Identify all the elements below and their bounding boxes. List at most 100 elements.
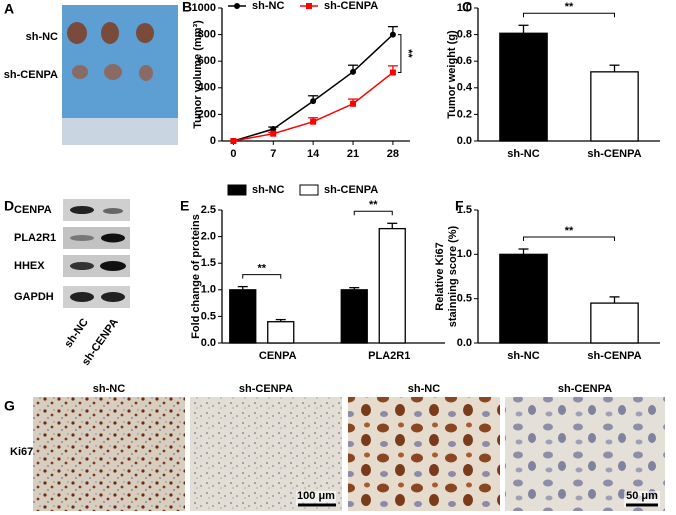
scale-label: 100 μm xyxy=(297,490,335,502)
y-tick-label: 0.0 xyxy=(201,337,216,349)
marker xyxy=(270,126,277,133)
significance-bracket xyxy=(397,34,402,74)
significance: ** xyxy=(257,263,266,275)
marker xyxy=(389,69,396,76)
panel-letter: D xyxy=(4,198,14,214)
scale-bg xyxy=(296,491,336,507)
x-tick-label: sh-NC xyxy=(507,148,539,160)
legend-label: sh-CENPA xyxy=(324,0,378,12)
marker xyxy=(350,68,357,75)
y-tick-label: 400 xyxy=(198,82,216,94)
bar xyxy=(590,71,639,142)
y-tick-label: 1.0 xyxy=(457,2,472,14)
protein-label: HHEX xyxy=(14,260,45,272)
marker xyxy=(389,31,396,38)
x-tick-label: 7 xyxy=(270,148,276,160)
y-tick-label: 2.0 xyxy=(201,231,216,243)
significance-bracket xyxy=(523,12,615,18)
y-tick-label: 0.8 xyxy=(457,29,472,41)
micrograph xyxy=(33,397,185,511)
significance-bracket xyxy=(242,274,282,279)
panel-letter: G xyxy=(4,398,15,414)
legend-label: sh-NC xyxy=(252,0,284,12)
marker xyxy=(310,118,317,125)
row-label: Ki67 xyxy=(10,446,33,458)
y-tick-label: 600 xyxy=(198,55,216,67)
y-axis-title: Fold change of proteins xyxy=(190,214,202,339)
legend-swatch xyxy=(299,184,319,196)
bar xyxy=(229,289,257,344)
y-tick-label: 1.0 xyxy=(457,248,472,260)
y-axis-title: stainning score (%) xyxy=(447,225,459,327)
panel-letter: F xyxy=(455,198,464,214)
protein-label: CENPA xyxy=(14,204,52,216)
y-tick-label: 0.5 xyxy=(201,310,216,322)
panel-letter: B xyxy=(182,0,192,15)
y-tick-label: 0.2 xyxy=(457,108,472,120)
legend-label: sh-NC xyxy=(252,184,284,196)
y-tick-label: 0.6 xyxy=(457,55,472,67)
significance-bracket xyxy=(353,210,393,216)
y-tick-label: 1.5 xyxy=(457,204,472,216)
y-tick-label: 0 xyxy=(210,135,216,147)
y-tick-label: 800 xyxy=(198,29,216,41)
x-tick-label: PLA2R1 xyxy=(368,350,410,362)
y-tick-label: 0.5 xyxy=(457,293,472,305)
x-tick-label: 28 xyxy=(387,148,399,160)
y-tick-label: 200 xyxy=(198,108,216,120)
x-tick-label: sh-CENPA xyxy=(587,148,641,160)
bar xyxy=(590,302,639,344)
bar xyxy=(499,32,548,142)
ruler xyxy=(62,118,178,145)
legend-swatch xyxy=(227,184,247,196)
y-tick-label: 0.0 xyxy=(457,337,472,349)
lane-label: sh-NC xyxy=(62,316,90,349)
x-tick-label: CENPA xyxy=(259,350,297,362)
y-tick-label: 1000 xyxy=(192,2,216,14)
column-label: sh-NC xyxy=(408,383,440,395)
legend-marker xyxy=(306,3,312,9)
x-tick-label: sh-CENPA xyxy=(587,350,641,362)
row-label: sh-NC xyxy=(26,31,58,43)
protein-label: GAPDH xyxy=(14,291,54,303)
y-axis-title: Tumor volume (mm³) xyxy=(192,20,204,129)
marker xyxy=(230,138,237,144)
series-line xyxy=(233,34,394,142)
panel-letter: E xyxy=(180,198,189,214)
column-label: sh-CENPA xyxy=(558,383,612,395)
x-tick-label: 14 xyxy=(307,148,320,160)
significance-bracket xyxy=(523,236,615,242)
bar xyxy=(340,289,368,344)
panel-letter: A xyxy=(4,1,14,17)
marker xyxy=(350,100,357,107)
scale-bg xyxy=(624,491,660,507)
y-tick-label: 0.0 xyxy=(457,135,472,147)
panel-letter: C xyxy=(462,0,472,15)
y-axis-title: Tumor weight (g) xyxy=(446,30,458,119)
y-tick-label: 0.4 xyxy=(457,82,473,94)
y-tick-label: 1.0 xyxy=(201,284,216,296)
y-tick-label: 2.5 xyxy=(201,204,216,216)
significance: ** xyxy=(565,225,574,237)
bar xyxy=(499,253,548,344)
protein-label: PLA2R1 xyxy=(14,232,56,244)
significance: ** xyxy=(402,49,414,58)
x-tick-label: sh-NC xyxy=(507,350,539,362)
column-label: sh-CENPA xyxy=(239,383,293,395)
significance: ** xyxy=(565,1,574,13)
y-tick-label: 1.5 xyxy=(201,257,216,269)
marker xyxy=(310,98,317,105)
significance: ** xyxy=(369,199,378,211)
photo xyxy=(62,5,178,118)
tumors xyxy=(67,22,154,81)
marker xyxy=(270,130,277,137)
legend-label: sh-CENPA xyxy=(324,184,378,196)
micrograph xyxy=(348,397,500,511)
y-axis-title: Relative Ki67 xyxy=(434,242,446,310)
x-tick-label: 0 xyxy=(230,148,236,160)
bar xyxy=(267,321,295,344)
row-label: sh-CENPA xyxy=(4,69,58,81)
legend-marker xyxy=(234,3,240,9)
